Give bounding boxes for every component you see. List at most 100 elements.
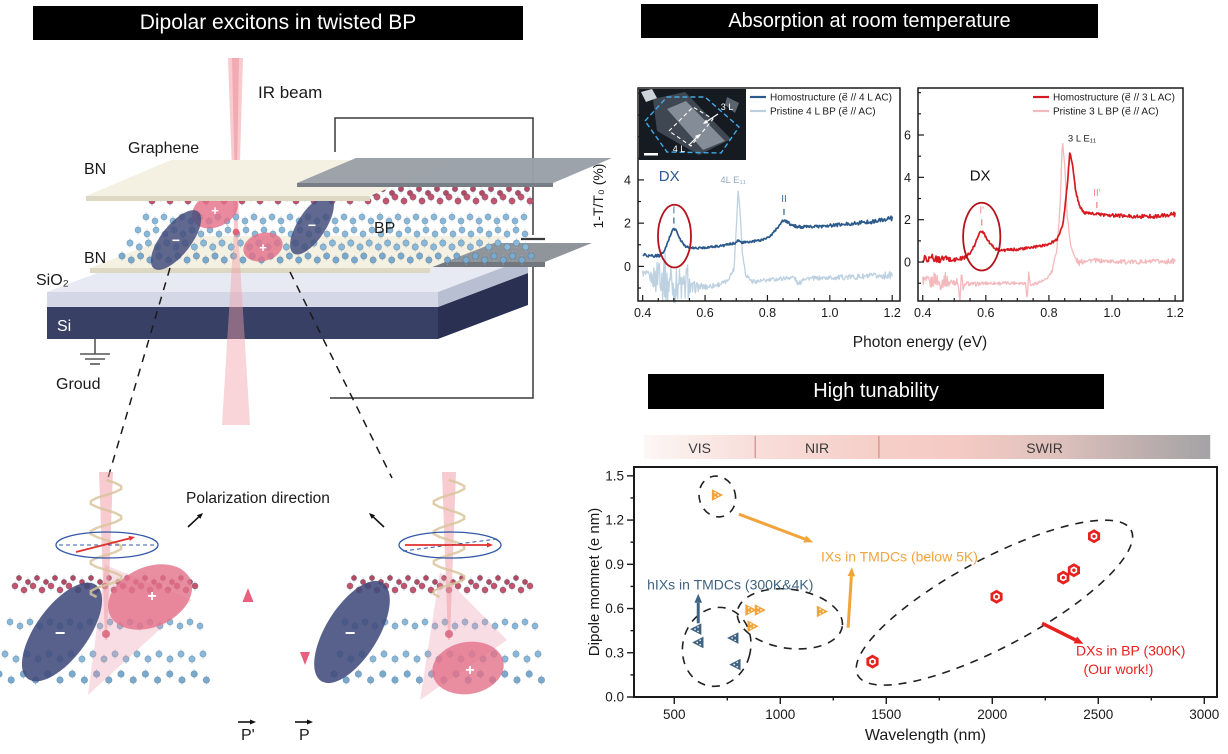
annotation: IXs in TMDCs (below 5K) <box>821 548 978 564</box>
atom <box>413 578 420 585</box>
atom <box>466 243 474 251</box>
atom <box>513 676 521 684</box>
atom <box>177 650 185 658</box>
atom <box>476 574 483 581</box>
atom <box>190 243 198 251</box>
atom <box>431 578 438 585</box>
atom <box>183 256 191 264</box>
inset-outline-cyan <box>644 96 740 154</box>
y-tick-label: 0 <box>624 260 631 274</box>
inset-flake-right <box>725 97 739 113</box>
plus-label: + <box>211 203 219 218</box>
marker-dot <box>749 627 752 630</box>
atom <box>331 217 339 225</box>
x-tick-label: 500 <box>663 707 686 722</box>
si-front <box>47 307 438 339</box>
atom <box>458 226 466 234</box>
atom <box>503 230 511 238</box>
atom <box>421 217 429 225</box>
x-tick-label: 1.2 <box>1166 306 1183 320</box>
atom <box>401 618 409 626</box>
atom <box>360 252 368 260</box>
polarization-dashed-axis <box>402 538 498 552</box>
atom <box>508 582 516 590</box>
plus-label: + <box>259 240 267 255</box>
atom <box>391 676 399 684</box>
atom <box>143 230 151 238</box>
atom <box>259 217 267 225</box>
atom <box>422 574 429 581</box>
x-tick-label: 1000 <box>765 707 795 722</box>
panel-title-dipolar-excitons: Dipolar excitons in twisted BP <box>33 6 523 40</box>
atom <box>80 676 88 684</box>
atom <box>196 622 204 630</box>
atom <box>490 582 498 590</box>
atom <box>0 670 3 678</box>
atom <box>323 252 331 260</box>
atom <box>425 256 433 264</box>
ir-beam-core <box>232 58 239 230</box>
atom <box>511 217 519 225</box>
beam-helix <box>432 478 466 599</box>
minus-label: − <box>172 232 180 248</box>
atom <box>350 256 358 264</box>
y-tick-label: 6 <box>904 129 911 143</box>
atom <box>467 578 474 585</box>
atom <box>521 230 529 238</box>
atom <box>412 213 420 221</box>
atom <box>200 239 208 247</box>
p-prime-label: P' <box>241 727 255 744</box>
annotation-I: I <box>672 205 675 216</box>
atom <box>47 582 55 590</box>
group-ellipse <box>681 606 752 688</box>
pointer-arrow-head <box>1073 636 1084 644</box>
atom <box>406 256 414 264</box>
atom <box>15 574 22 581</box>
atom <box>467 230 475 238</box>
atom <box>521 618 529 626</box>
marker-dot <box>697 630 699 633</box>
atom <box>512 650 520 658</box>
atom <box>135 243 143 251</box>
atom <box>142 213 150 221</box>
atom <box>493 217 501 225</box>
atom <box>494 574 501 581</box>
atom <box>421 618 429 626</box>
atom <box>154 676 162 684</box>
atom <box>282 243 290 251</box>
legend-label: Pristine 3 L BP (e⃗ // AC) <box>1053 107 1159 118</box>
x-tick-label: 0.6 <box>977 306 994 320</box>
atom <box>402 650 410 658</box>
annotation: DXs in BP (300K) <box>1076 643 1185 659</box>
crystal-left <box>0 472 210 695</box>
atom <box>239 256 247 264</box>
marker-dot <box>757 606 759 609</box>
marker-dot <box>714 496 717 499</box>
ir-beam-label: IR beam <box>258 83 322 102</box>
series-pristine-3L-BP <box>922 142 1176 302</box>
atom <box>144 655 152 663</box>
dipole-arrow-p-prime-head <box>242 588 254 602</box>
atom <box>117 670 125 678</box>
atom <box>499 256 507 264</box>
inset-micrograph: 3 L 4 L <box>639 89 746 160</box>
atom <box>118 252 126 260</box>
shared-y-axis-label: 1-T/T₀ (%) <box>590 164 606 229</box>
atom <box>413 230 421 238</box>
atom <box>260 226 268 234</box>
marker-dot <box>760 609 762 611</box>
atom <box>511 622 519 630</box>
sio2-front <box>47 292 438 307</box>
atom <box>100 655 108 663</box>
atom <box>377 230 385 238</box>
dipole-arrow-p-head <box>300 652 310 665</box>
y-tick-label: 2 <box>904 213 911 227</box>
hole-blob <box>432 641 504 695</box>
atom <box>20 586 28 594</box>
atom <box>56 586 64 594</box>
x-tick-label: 0.6 <box>696 306 713 320</box>
crystal-right <box>314 472 546 700</box>
atom <box>78 655 86 663</box>
atom <box>340 213 348 221</box>
panel-title-text: Absorption at room temperature <box>728 9 1011 32</box>
